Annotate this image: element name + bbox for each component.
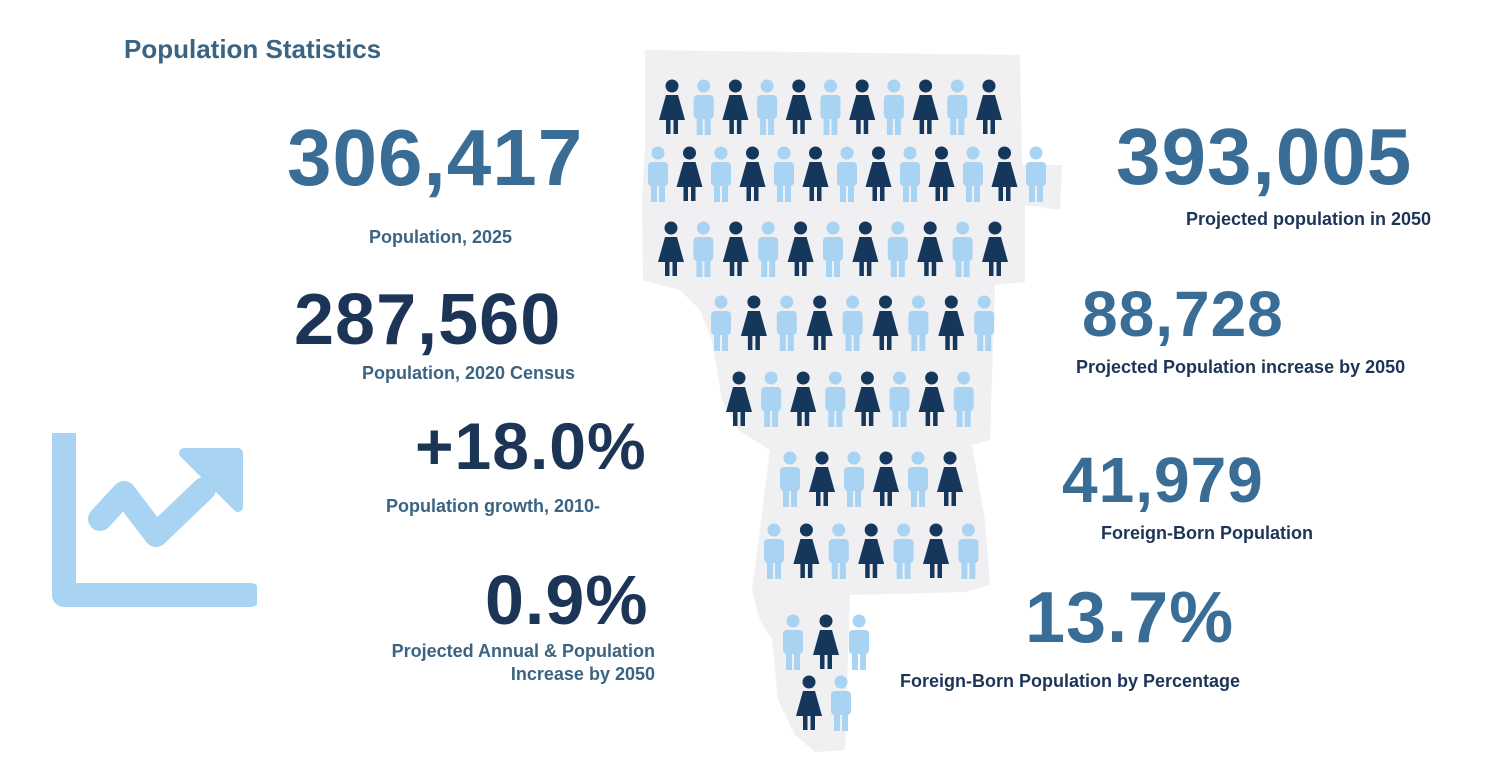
person-female-icon — [849, 79, 876, 134]
annual-increase-label-line1: Projected Annual & Population — [391, 641, 655, 661]
person-female-icon — [928, 146, 955, 201]
person-male-icon — [831, 675, 851, 731]
annual-increase-label: Projected Annual & Population Increase b… — [392, 640, 655, 686]
projected-increase-label: Projected Population increase by 2050 — [1076, 357, 1406, 377]
person-female-icon — [722, 221, 749, 276]
person-female-icon — [793, 523, 820, 578]
population-growth-value: +18.0% — [415, 409, 647, 483]
people-pictogram — [648, 79, 1046, 731]
person-female-icon — [796, 675, 822, 730]
person-female-icon — [740, 295, 767, 350]
person-male-icon — [963, 146, 983, 202]
person-male-icon — [1026, 146, 1046, 202]
person-female-icon — [790, 371, 817, 426]
person-male-icon — [908, 295, 929, 351]
person-male-icon — [825, 371, 846, 427]
population-2025-label: Population, 2025 — [369, 227, 513, 247]
person-male-icon — [823, 221, 843, 277]
person-female-icon — [854, 371, 881, 426]
projected-population-2050-label: Projected population in 2050 — [1186, 209, 1432, 229]
population-growth-label: Population growth, 2010- — [386, 496, 601, 516]
person-female-icon — [658, 221, 684, 276]
person-male-icon — [828, 523, 849, 579]
person-male-icon — [908, 451, 928, 507]
person-male-icon — [761, 371, 782, 427]
projected-population-2050-value: 393,005 — [1116, 112, 1413, 201]
person-male-icon — [849, 614, 869, 670]
person-female-icon — [937, 451, 963, 506]
person-female-icon — [785, 79, 812, 134]
person-male-icon — [693, 79, 714, 135]
foreign-born-value: 41,979 — [1062, 444, 1264, 516]
population-2025-value: 306,417 — [287, 113, 584, 202]
person-female-icon — [813, 614, 839, 669]
person-female-icon — [676, 146, 703, 201]
person-female-icon — [865, 146, 892, 201]
person-female-icon — [659, 79, 685, 134]
person-male-icon — [889, 371, 910, 427]
annual-increase-label-line2: Increase by 2050 — [510, 664, 655, 684]
person-male-icon — [648, 146, 668, 202]
foreign-born-percentage-value: 13.7% — [1025, 578, 1235, 658]
person-female-icon — [917, 221, 944, 276]
person-male-icon — [883, 79, 904, 135]
person-male-icon — [783, 614, 803, 670]
person-male-icon — [900, 146, 920, 202]
person-male-icon — [711, 146, 731, 202]
person-male-icon — [842, 295, 863, 351]
person-female-icon — [991, 146, 1018, 201]
trend-up-chart-icon — [52, 433, 257, 607]
person-male-icon — [974, 295, 995, 351]
page-title: Population Statistics — [124, 34, 382, 64]
person-female-icon — [938, 295, 965, 350]
person-female-icon — [872, 295, 899, 350]
person-female-icon — [722, 79, 749, 134]
person-male-icon — [952, 221, 973, 277]
person-male-icon — [780, 451, 800, 507]
population-2020-census-label: Population, 2020 Census — [362, 363, 576, 383]
person-male-icon — [837, 146, 857, 202]
person-male-icon — [693, 221, 714, 277]
person-female-icon — [852, 221, 879, 276]
population-2020-census-value: 287,560 — [294, 280, 562, 360]
person-male-icon — [893, 523, 914, 579]
person-female-icon — [806, 295, 833, 350]
annual-increase-value: 0.9% — [485, 561, 649, 639]
projected-increase-value: 88,728 — [1082, 278, 1284, 350]
person-male-icon — [887, 221, 908, 277]
person-male-icon — [953, 371, 974, 427]
person-female-icon — [726, 371, 752, 426]
person-male-icon — [958, 523, 979, 579]
person-female-icon — [982, 221, 1008, 276]
person-female-icon — [976, 79, 1002, 134]
person-female-icon — [918, 371, 945, 426]
person-female-icon — [787, 221, 814, 276]
foreign-born-percentage-label: Foreign-Born Population by Percentage — [900, 671, 1241, 691]
person-female-icon — [809, 451, 835, 506]
person-female-icon — [739, 146, 766, 201]
person-male-icon — [711, 295, 731, 351]
person-male-icon — [774, 146, 794, 202]
person-male-icon — [776, 295, 797, 351]
person-female-icon — [858, 523, 885, 578]
person-male-icon — [764, 523, 784, 579]
person-male-icon — [758, 221, 779, 277]
person-female-icon — [912, 79, 939, 134]
person-male-icon — [947, 79, 968, 135]
person-female-icon — [802, 146, 829, 201]
person-male-icon — [820, 79, 841, 135]
person-male-icon — [757, 79, 778, 135]
person-female-icon — [873, 451, 899, 506]
person-female-icon — [923, 523, 949, 578]
person-male-icon — [844, 451, 864, 507]
foreign-born-label: Foreign-Born Population — [1101, 523, 1313, 543]
